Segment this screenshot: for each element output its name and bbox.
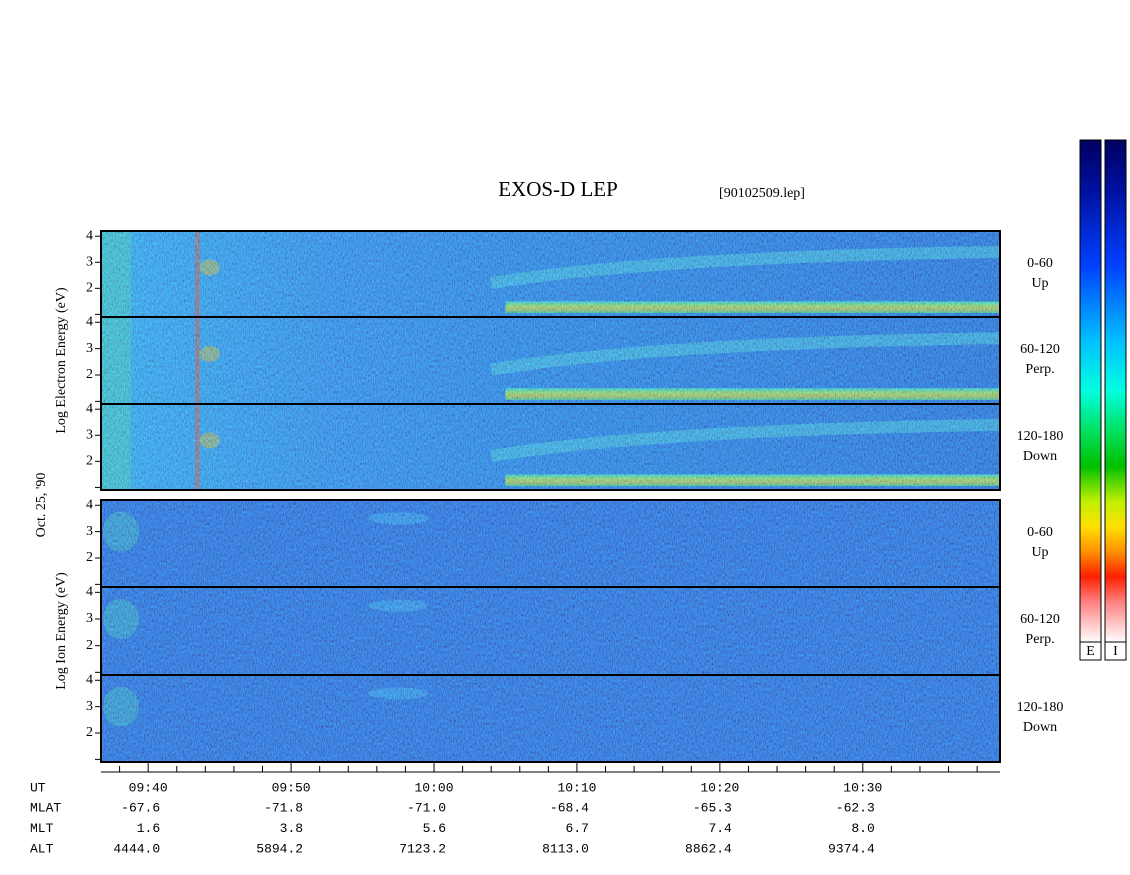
pitch-label: 0-60 (1027, 256, 1053, 271)
y-tick-label: 3 (86, 427, 93, 442)
colorbar-label-box (1104, 641, 1127, 661)
ephemeris-value: 5894.2 (256, 841, 303, 856)
y-tick-label: 4 (86, 314, 93, 329)
x-tick-label: 09:40 (129, 780, 168, 795)
colorbar (1104, 139, 1127, 643)
y-tick-label: 3 (86, 254, 93, 269)
chart-title: EXOS-D LEP (498, 177, 618, 201)
spectrogram-noise (101, 231, 1000, 317)
ephemeris-value: -71.8 (264, 800, 303, 815)
pitch-label: 120-180 (1017, 429, 1064, 444)
ephemeris-value: 1.6 (137, 821, 160, 836)
spectrogram-noise (101, 675, 1000, 762)
ephemeris-value: 7.4 (708, 821, 732, 836)
y-tick-label: 2 (86, 281, 93, 296)
ephemeris-value: -71.0 (407, 800, 446, 815)
colorbar-label: I (1113, 644, 1118, 659)
row-label: MLAT (30, 800, 61, 815)
direction-label: Up (1031, 545, 1048, 560)
panel-frame (100, 674, 1001, 763)
y-axis-label: Log Ion Energy (eV) (54, 572, 69, 690)
y-tick-label: 4 (86, 497, 93, 512)
direction-label: Perp. (1025, 632, 1054, 647)
ephemeris-value: 3.8 (280, 821, 303, 836)
spectrogram-noise (101, 587, 1000, 675)
y-tick-label: 2 (86, 725, 93, 740)
colorbar-label: E (1086, 644, 1095, 659)
spectrogram-noise (101, 404, 1000, 490)
pitch-label: 0-60 (1027, 525, 1053, 540)
y-tick-label: 2 (86, 550, 93, 565)
ephemeris-value: 6.7 (566, 821, 589, 836)
y-tick-label: 3 (86, 524, 93, 539)
x-tick-label: 10:30 (843, 780, 882, 795)
x-tick-label: 10:00 (415, 780, 454, 795)
x-tick-label: 09:50 (272, 780, 311, 795)
ephemeris-value: 4444.0 (113, 841, 160, 856)
ephemeris-value: 5.6 (423, 821, 446, 836)
ephemeris-value: 8862.4 (685, 841, 732, 856)
x-tick-label: 10:10 (557, 780, 596, 795)
pitch-label: 60-120 (1020, 612, 1060, 627)
y-axis-label: Log Electron Energy (eV) (54, 287, 69, 434)
pitch-label: 120-180 (1017, 700, 1064, 715)
y-tick-label: 4 (86, 401, 93, 416)
ephemeris-value: -67.6 (121, 800, 160, 815)
colorbar (1079, 139, 1102, 643)
direction-label: Down (1023, 449, 1057, 464)
ephemeris-value: 7123.2 (399, 841, 446, 856)
ephemeris-value: 8.0 (851, 821, 874, 836)
y-tick-label: 4 (86, 672, 93, 687)
ephemeris-value: -68.4 (550, 800, 589, 815)
panel-frame (100, 403, 1001, 491)
file-name: [90102509.lep] (719, 186, 805, 201)
ephemeris-value: 9374.4 (828, 841, 875, 856)
y-tick-label: 4 (86, 585, 93, 600)
y-tick-label: 2 (86, 638, 93, 653)
ephemeris-value: -62.3 (836, 800, 875, 815)
y-tick-label: 2 (86, 454, 93, 469)
y-tick-label: 3 (86, 699, 93, 714)
y-tick-label: 3 (86, 611, 93, 626)
row-label: UT (30, 780, 46, 795)
row-label: MLT (30, 821, 54, 836)
pitch-label: 60-120 (1020, 342, 1060, 357)
ephemeris-value: -65.3 (693, 800, 732, 815)
date-label: Oct. 25, '90 (34, 473, 49, 538)
spectrogram-noise (101, 317, 1000, 404)
direction-label: Up (1031, 276, 1048, 291)
direction-label: Perp. (1025, 362, 1054, 377)
y-tick-label: 4 (86, 228, 93, 243)
y-tick-label: 2 (86, 367, 93, 382)
spectrogram-noise (101, 500, 1000, 587)
colorbar-label-box (1079, 641, 1102, 661)
y-tick-label: 3 (86, 341, 93, 356)
row-label: ALT (30, 841, 54, 856)
ephemeris-value: 8113.0 (542, 841, 589, 856)
direction-label: Down (1023, 720, 1057, 735)
x-tick-label: 10:20 (700, 780, 739, 795)
